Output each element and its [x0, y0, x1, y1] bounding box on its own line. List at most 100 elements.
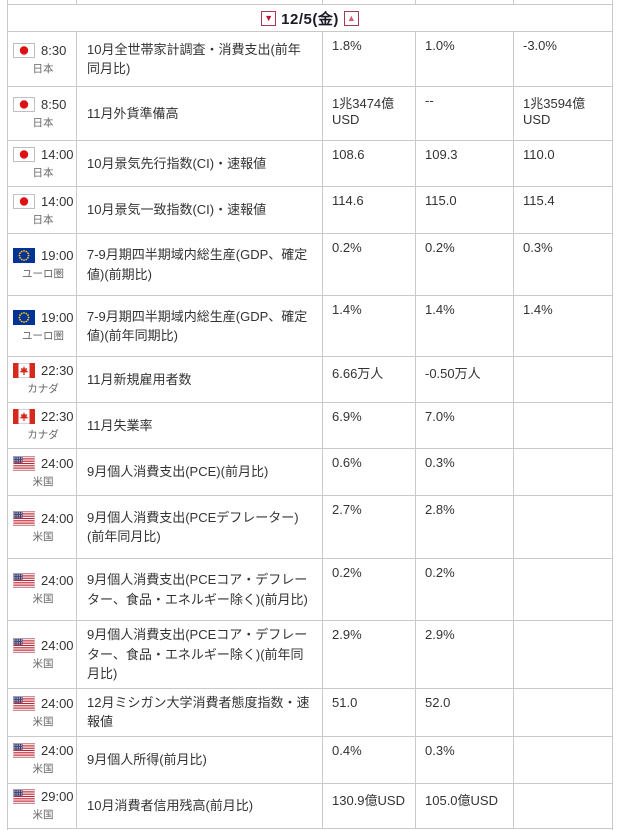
- previous-value-cell: [513, 356, 613, 403]
- us-flag-icon: [13, 743, 35, 758]
- previous-value-cell: [513, 687, 613, 737]
- previous-value-cell: [513, 782, 613, 829]
- event-row: 24:00 米国 9月個人消費支出(PCEコア・デフレーター、食品・エネルギー除…: [7, 620, 613, 689]
- previous-value-cell: 1.4%: [513, 295, 613, 357]
- time-cell: 24:00 米国: [7, 620, 77, 689]
- result-value-cell: 108.6: [322, 140, 416, 187]
- country-label: 米国: [32, 593, 54, 605]
- event-row: 8:30 日本 10月全世帯家計調査・消費支出(前年同月比) 1.8% 1.0%…: [7, 31, 613, 87]
- country-label: 米国: [32, 809, 54, 821]
- event-row: 14:00 日本 10月景気一致指数(CI)・速報値 114.6 115.0 1…: [7, 186, 613, 234]
- event-row: 24:00 米国 12月ミシガン大学消費者態度指数・速報値 51.0 52.0: [7, 687, 613, 737]
- result-value-cell: 6.66万人: [322, 356, 416, 403]
- previous-value-cell: [513, 448, 613, 496]
- forecast-value-cell: 105.0億USD: [415, 782, 514, 829]
- next-table-edge: [7, 827, 613, 830]
- us-flag-icon: [13, 695, 35, 711]
- japan-flag-icon: [13, 42, 35, 58]
- date-label: 12/5(金): [281, 10, 339, 28]
- event-name-cell: 10月景気一致指数(CI)・速報値: [76, 186, 323, 234]
- result-value-cell: 2.7%: [322, 495, 416, 559]
- event-time: 24:00: [41, 695, 74, 711]
- event-time: 24:00: [41, 455, 74, 471]
- event-time: 14:00: [41, 147, 74, 162]
- forecast-value-cell: 109.3: [415, 140, 514, 187]
- event-time: 24:00: [41, 637, 74, 653]
- forecast-value-cell: 7.0%: [415, 402, 514, 449]
- previous-value-cell: 115.4: [513, 186, 613, 234]
- result-value-cell: 6.9%: [322, 402, 416, 449]
- event-time: 24:00: [41, 510, 74, 526]
- up-triangle-icon: ▲: [346, 12, 356, 23]
- result-value-cell: 1.4%: [322, 295, 416, 357]
- time-cell: 24:00 米国: [7, 735, 77, 784]
- forecast-value-cell: 0.2%: [415, 558, 514, 621]
- result-value-cell: 1兆3474億USD: [322, 86, 416, 141]
- country-label: 日本: [32, 167, 54, 179]
- forecast-value-cell: 0.2%: [415, 233, 514, 296]
- eu-flag-icon: [13, 248, 35, 263]
- down-triangle-icon: ▼: [264, 12, 274, 23]
- event-row: 19:00 ユーロ圏 7-9月期四半期域内総生産(GDP、確定値)(前年同期比)…: [7, 295, 613, 357]
- forecast-value-cell: --: [415, 86, 514, 141]
- event-name-cell: 9月個人消費支出(PCE)(前月比): [76, 448, 323, 496]
- time-cell: 24:00 米国: [7, 495, 77, 559]
- event-time: 19:00: [41, 248, 74, 263]
- us-flag-icon: [13, 637, 35, 653]
- country-label: 米国: [32, 530, 54, 543]
- event-time: 8:30: [41, 42, 67, 58]
- time-cell: 24:00 米国: [7, 687, 77, 737]
- forecast-value-cell: 115.0: [415, 186, 514, 234]
- event-row: 24:00 米国 9月個人所得(前月比) 0.4% 0.3%: [7, 735, 613, 784]
- japan-flag-icon: [13, 97, 35, 112]
- economic-calendar-table: ▼ 12/5(金) ▲ 8:30 日本 10月全世帯家計調査・消費支出(前年同月…: [7, 0, 613, 830]
- event-name-cell: 10月全世帯家計調査・消費支出(前年同月比): [76, 31, 323, 87]
- country-label: カナダ: [27, 383, 59, 395]
- time-cell: 22:30 カナダ: [7, 356, 77, 403]
- time-cell: 8:30 日本: [7, 31, 77, 87]
- event-row: 22:30 カナダ 11月新規雇用者数 6.66万人 -0.50万人: [7, 356, 613, 403]
- time-cell: 29:00 米国: [7, 782, 77, 829]
- result-value-cell: 0.6%: [322, 448, 416, 496]
- previous-value-cell: [513, 402, 613, 449]
- forecast-value-cell: 1.4%: [415, 295, 514, 357]
- country-label: 米国: [32, 715, 54, 728]
- event-row: 29:00 米国 10月消費者信用残高(前月比) 130.9億USD 105.0…: [7, 782, 613, 829]
- time-cell: 19:00 ユーロ圏: [7, 295, 77, 357]
- result-value-cell: 2.9%: [322, 620, 416, 689]
- forecast-value-cell: 2.9%: [415, 620, 514, 689]
- event-time: 24:00: [41, 573, 74, 588]
- next-day-button[interactable]: ▲: [343, 10, 359, 26]
- forecast-value-cell: 1.0%: [415, 31, 514, 87]
- event-row: 22:30 カナダ 11月失業率 6.9% 7.0%: [7, 402, 613, 449]
- event-time: 29:00: [41, 789, 74, 804]
- event-name-cell: 9月個人消費支出(PCEコア・デフレーター、食品・エネルギー除く)(前月比): [76, 558, 323, 621]
- previous-value-cell: [513, 558, 613, 621]
- japan-flag-icon: [13, 193, 35, 209]
- eu-flag-icon: [13, 309, 35, 325]
- event-time: 22:30: [41, 409, 74, 424]
- previous-value-cell: 110.0: [513, 140, 613, 187]
- event-name-cell: 9月個人消費支出(PCEコア・デフレーター、食品・エネルギー除く)(前年同月比): [76, 620, 323, 689]
- time-cell: 19:00 ユーロ圏: [7, 233, 77, 296]
- event-name-cell: 11月外貨準備高: [76, 86, 323, 141]
- previous-value-cell: [513, 620, 613, 689]
- event-time: 22:30: [41, 363, 74, 378]
- event-name-cell: 11月新規雇用者数: [76, 356, 323, 403]
- previous-value-cell: 1兆3594億USD: [513, 86, 613, 141]
- time-cell: 8:50 日本: [7, 86, 77, 141]
- event-row: 24:00 米国 9月個人消費支出(PCEデフレーター)(前年同月比) 2.7%…: [7, 495, 613, 559]
- event-time: 19:00: [41, 309, 74, 325]
- previous-value-cell: -3.0%: [513, 31, 613, 87]
- time-cell: 24:00 米国: [7, 558, 77, 621]
- event-name-cell: 9月個人消費支出(PCEデフレーター)(前年同月比): [76, 495, 323, 559]
- country-label: 日本: [32, 117, 54, 129]
- time-cell: 22:30 カナダ: [7, 402, 77, 449]
- date-header-cell: ▼ 12/5(金) ▲: [7, 4, 613, 32]
- canada-flag-icon: [13, 409, 35, 424]
- prev-day-button[interactable]: ▼: [261, 10, 277, 26]
- result-value-cell: 51.0: [322, 687, 416, 737]
- event-time: 24:00: [41, 743, 74, 758]
- country-label: 米国: [32, 657, 54, 670]
